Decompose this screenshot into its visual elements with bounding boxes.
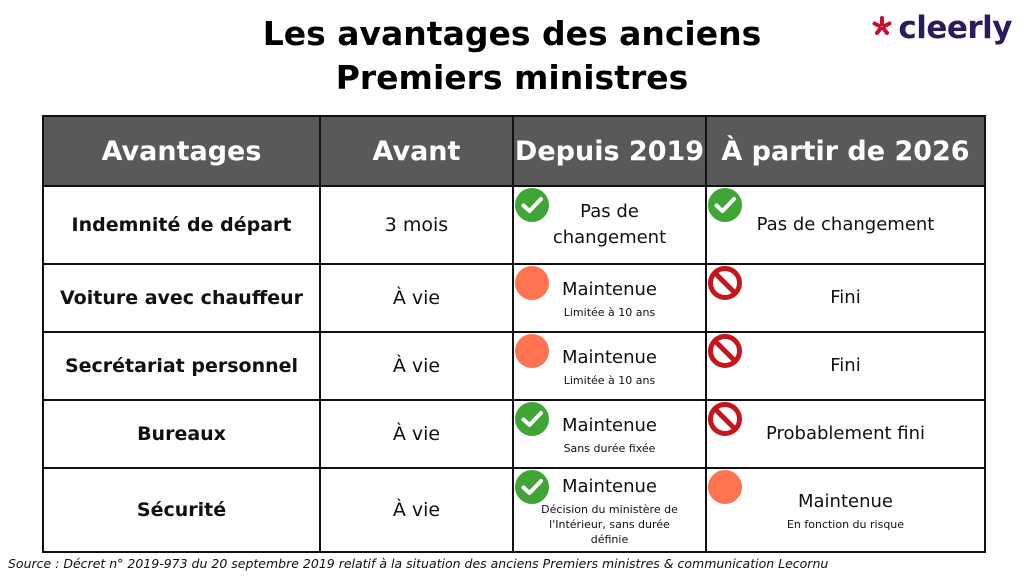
header-avantages: Avantages bbox=[42, 115, 321, 187]
title-line-1: Les avantages des anciens bbox=[262, 14, 762, 53]
benefit-label: Bureaux bbox=[42, 399, 321, 469]
depuis-2019-cell: Maintenue Limitée à 10 ans bbox=[512, 263, 707, 333]
partir-2026-cell: Fini bbox=[705, 331, 986, 401]
avant-value: À vie bbox=[319, 399, 514, 469]
avant-value: À vie bbox=[319, 331, 514, 401]
brand-logo: cleerly bbox=[871, 8, 1012, 48]
status-note: En fonction du risque bbox=[786, 517, 905, 531]
check-icon bbox=[514, 187, 550, 223]
benefits-table: Avantages Avant Depuis 2019 À partir de … bbox=[42, 115, 986, 553]
benefit-label: Sécurité bbox=[42, 467, 321, 553]
partir-2026-cell: Probablement fini bbox=[705, 399, 986, 469]
logo-wordmark: cleerly bbox=[898, 10, 1012, 46]
status-main: Fini bbox=[830, 355, 861, 376]
status-note: Décision du ministère de l'Intérieur, sa… bbox=[541, 502, 678, 546]
table-row: Sécurité À vie Maintenue Décision du minist… bbox=[42, 467, 986, 553]
status-main: Pas de changement bbox=[756, 214, 935, 235]
partir-2026-cell: Pas de changement bbox=[705, 185, 986, 265]
check-icon bbox=[514, 469, 550, 505]
orange-circle-icon bbox=[514, 333, 550, 369]
check-icon bbox=[514, 401, 550, 437]
table-row: Secrétariat personnel À vie Maintenue Limit… bbox=[42, 331, 986, 401]
asterisk-icon bbox=[871, 15, 893, 41]
depuis-2019-cell: Maintenue Sans durée fixée bbox=[512, 399, 707, 469]
prohibited-icon bbox=[707, 333, 743, 369]
depuis-2019-cell: Maintenue Décision du ministère de l'Inté… bbox=[512, 467, 707, 553]
header-partir-2026: À partir de 2026 bbox=[705, 115, 986, 187]
avant-value: 3 mois bbox=[319, 185, 514, 265]
table-header-row: Avantages Avant Depuis 2019 À partir de … bbox=[42, 115, 986, 187]
prohibited-icon bbox=[707, 401, 743, 437]
status-main: Maintenue bbox=[562, 346, 657, 368]
status-main: Maintenue bbox=[798, 490, 893, 512]
prohibited-icon bbox=[707, 265, 743, 301]
benefit-label: Voiture avec chauffeur bbox=[42, 263, 321, 333]
benefit-label: Secrétariat personnel bbox=[42, 331, 321, 401]
status-main: Fini bbox=[830, 287, 861, 308]
status-note: Sans durée fixée bbox=[563, 441, 656, 455]
status-main: Maintenue bbox=[562, 278, 657, 300]
table-row: Indemnité de départ 3 mois Pas de changeme… bbox=[42, 185, 986, 265]
check-icon bbox=[707, 187, 743, 223]
avant-value: À vie bbox=[319, 467, 514, 553]
header-depuis-2019: Depuis 2019 bbox=[512, 115, 707, 187]
orange-circle-icon bbox=[514, 265, 550, 301]
depuis-2019-cell: Maintenue Limitée à 10 ans bbox=[512, 331, 707, 401]
status-note: Limitée à 10 ans bbox=[563, 305, 656, 319]
page-title: Les avantages des anciens Premiers minis… bbox=[0, 12, 1024, 100]
source-note: Source : Décret n° 2019-973 du 20 septem… bbox=[8, 556, 829, 571]
status-main: Probablement fini bbox=[765, 423, 926, 444]
status-main: Maintenue bbox=[562, 414, 657, 436]
title-line-2: Premiers ministres bbox=[335, 58, 689, 97]
benefit-label: Indemnité de départ bbox=[42, 185, 321, 265]
partir-2026-cell: Maintenue En fonction du risque bbox=[705, 467, 986, 553]
status-note: Limitée à 10 ans bbox=[563, 373, 656, 387]
status-main: Maintenue bbox=[562, 475, 657, 497]
partir-2026-cell: Fini bbox=[705, 263, 986, 333]
orange-circle-icon bbox=[707, 469, 743, 505]
depuis-2019-cell: Pas de changement bbox=[512, 185, 707, 265]
header-avant: Avant bbox=[319, 115, 514, 187]
table-row: Voiture avec chauffeur À vie Maintenue Limi… bbox=[42, 263, 986, 333]
status-main: Pas de changement bbox=[552, 201, 667, 248]
table-row: Bureaux À vie Maintenue Sans durée fixée Pro… bbox=[42, 399, 986, 469]
avant-value: À vie bbox=[319, 263, 514, 333]
